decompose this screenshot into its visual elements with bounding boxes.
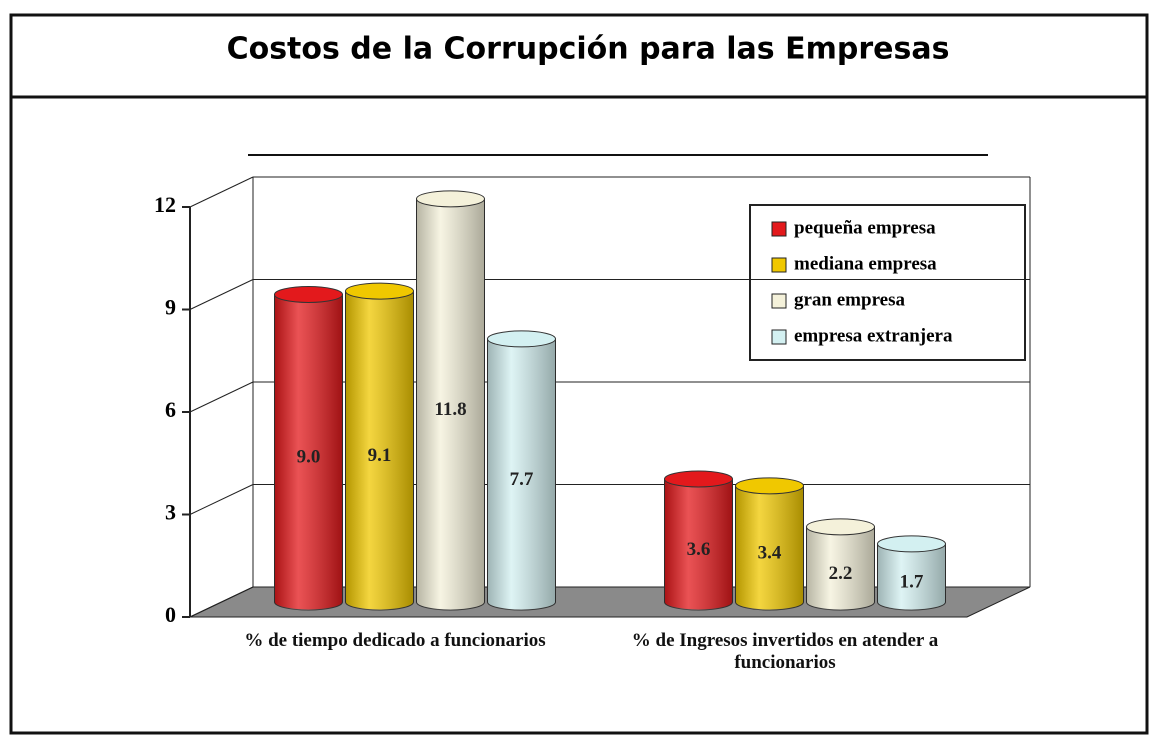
cylinder-top — [487, 330, 556, 348]
legend-swatch — [771, 293, 787, 309]
legend-label: empresa extranjera — [794, 325, 953, 346]
data-label: 9.0 — [297, 447, 321, 468]
cylinder-shade — [664, 479, 733, 610]
cylinder-top — [806, 518, 875, 536]
legend-swatch — [771, 329, 787, 345]
data-label: 2.2 — [829, 563, 853, 584]
chart-title: Costos de la Corrupción para las Empresa… — [227, 32, 950, 67]
y-tick-label: 6 — [165, 397, 176, 422]
legend-label: pequeña empresa — [794, 217, 936, 238]
data-label: 7.7 — [510, 469, 534, 490]
cylinder-top — [735, 477, 804, 495]
y-tick-label: 0 — [165, 602, 176, 627]
legend-swatch — [771, 257, 787, 273]
legend-swatch — [771, 221, 787, 237]
legend-label: mediana empresa — [794, 253, 937, 274]
y-tick-label: 3 — [165, 500, 176, 525]
cylinder-shade — [487, 338, 556, 610]
x-tick-label: % de Ingresos invertidos en atender a fu… — [631, 630, 939, 673]
grid-line — [189, 484, 254, 515]
data-label: 3.6 — [687, 539, 711, 560]
cylinder-top — [877, 535, 946, 553]
cylinder-shade — [877, 543, 946, 610]
grid-line — [189, 381, 254, 413]
grid-line — [189, 176, 254, 208]
grid-line — [189, 586, 254, 618]
cylinder-shade — [416, 198, 485, 611]
cylinder-shade — [274, 294, 343, 610]
y-tick-label: 9 — [165, 295, 176, 320]
legend-label: gran empresa — [794, 289, 905, 310]
y-tick-label: 12 — [154, 192, 176, 217]
x-tick-label: % de tiempo dedicado a funcionarios — [244, 630, 546, 651]
cylinder-top — [416, 190, 485, 208]
cylinder-shade — [806, 526, 875, 610]
cylinder-top — [664, 470, 733, 488]
cylinder-top — [274, 286, 343, 303]
cylinder-top — [345, 282, 414, 300]
legend — [749, 204, 1026, 361]
data-label: 9.1 — [368, 445, 392, 466]
frame — [9, 13, 1149, 735]
cylinder-shade — [735, 485, 804, 610]
data-label: 1.7 — [900, 571, 924, 592]
cylinder-shade — [345, 291, 414, 610]
data-label: 3.4 — [758, 542, 782, 563]
grid-line — [189, 279, 254, 310]
data-label: 11.8 — [434, 399, 466, 420]
